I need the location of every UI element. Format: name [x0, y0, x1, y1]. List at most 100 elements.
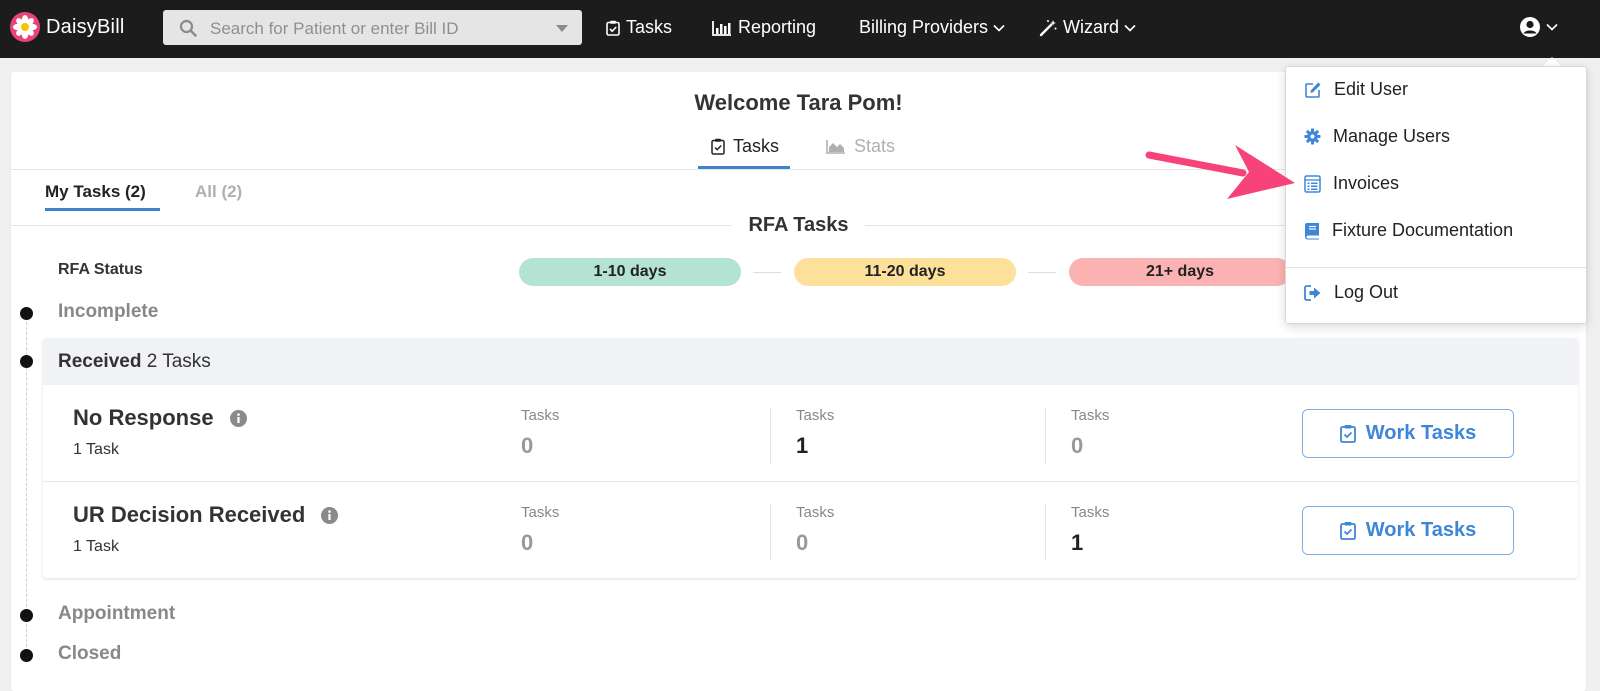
clipboard-check-icon	[1339, 425, 1356, 443]
bucket-label: Tasks	[796, 504, 835, 521]
work-tasks-label: Work Tasks	[1365, 519, 1477, 541]
user-dropdown-menu: Edit User Manage Users	[1285, 66, 1587, 324]
timeline-dot	[20, 355, 33, 368]
nav-wizard[interactable]: Wizard	[1039, 17, 1142, 38]
task-row: UR Decision Received 1 Task Tasks 0 Task…	[43, 482, 1578, 578]
page-title: Welcome Tara Pom!	[694, 90, 903, 115]
chevron-down-icon	[1546, 23, 1558, 31]
task-row-count: 1 Task	[73, 538, 119, 555]
search-caret-icon[interactable]	[556, 25, 568, 32]
bucket-label: Tasks	[521, 504, 560, 521]
bucket-label: Tasks	[796, 407, 835, 424]
top-navbar: DaisyBill Search for Patient or enter Bi…	[0, 0, 1600, 58]
bucket-value: 1	[1071, 530, 1084, 555]
timeline-line	[26, 312, 27, 647]
task-row-name: UR Decision Received	[73, 502, 339, 528]
tab-stats[interactable]: Stats	[826, 136, 895, 157]
bucket-value: 0	[796, 530, 809, 555]
menu-item-label: Log Out	[1334, 282, 1399, 302]
tab-tasks-label: Tasks	[733, 136, 780, 156]
search-icon	[179, 19, 197, 37]
menu-item-fixture-documentation[interactable]: Fixture Documentation	[1304, 220, 1513, 241]
nav-tasks-label: Tasks	[626, 17, 673, 37]
age-bucket-pill: 1-10 days	[519, 258, 741, 286]
column-divider	[1045, 504, 1046, 560]
age-bucket-pill: 11-20 days	[794, 258, 1016, 286]
menu-item-log-out[interactable]: Log Out	[1304, 282, 1398, 303]
user-avatar-icon	[1520, 17, 1540, 37]
timeline-dot	[20, 609, 33, 622]
section-title: RFA Tasks	[11, 214, 1586, 237]
bucket-label: Tasks	[521, 407, 560, 424]
menu-item-label: Manage Users	[1333, 126, 1451, 146]
user-menu-toggle[interactable]	[1519, 16, 1558, 38]
clipboard-check-icon	[1339, 522, 1356, 540]
gear-icon	[1304, 128, 1321, 145]
nav-billing-providers[interactable]: Billing Providers	[859, 17, 1011, 38]
daisy-logo-icon	[10, 12, 40, 42]
magic-wand-icon	[1039, 19, 1057, 36]
task-row-title: UR Decision Received	[73, 502, 306, 527]
area-chart-icon	[826, 140, 845, 154]
menu-divider	[1286, 267, 1586, 268]
bucket-label: Tasks	[1071, 504, 1110, 521]
menu-item-invoices[interactable]: Invoices	[1304, 173, 1399, 194]
edit-icon	[1305, 82, 1321, 98]
nav-tasks[interactable]: Tasks	[606, 17, 672, 38]
subtab-all-tasks[interactable]: All (2)	[195, 182, 243, 201]
bucket-value: 0	[1071, 433, 1084, 458]
patient-search-input[interactable]: Search for Patient or enter Bill ID	[163, 10, 582, 45]
divider	[43, 481, 1578, 482]
chevron-down-icon	[993, 24, 1005, 32]
clipboard-check-icon	[711, 138, 725, 155]
bucket-value: 1	[796, 433, 809, 458]
column-divider	[770, 407, 771, 463]
bucket-value: 0	[521, 530, 534, 555]
task-row-title: No Response	[73, 405, 214, 430]
active-subtab-indicator	[45, 208, 160, 211]
info-icon[interactable]	[321, 506, 339, 524]
tab-stats-label: Stats	[854, 136, 896, 156]
rfa-status-label: RFA Status	[58, 261, 143, 278]
pill-separator	[1028, 272, 1056, 273]
divider	[11, 169, 1586, 170]
info-icon[interactable]	[229, 409, 247, 427]
clipboard-check-icon	[606, 20, 620, 36]
menu-item-manage-users[interactable]: Manage Users	[1304, 126, 1450, 147]
stage-incomplete[interactable]: Incomplete	[58, 301, 159, 322]
stage-received-header[interactable]: Received 2 Tasks	[43, 338, 1578, 385]
nav-wizard-label: Wizard	[1063, 17, 1120, 37]
annotation-arrow-icon	[1145, 145, 1295, 199]
task-row-count: 1 Task	[73, 441, 119, 458]
stage-received-panel: Received 2 Tasks No Response 1 Task Task…	[43, 338, 1578, 578]
subtab-my-tasks[interactable]: My Tasks (2)	[45, 182, 146, 201]
dropdown-pointer	[1542, 57, 1562, 67]
task-row: No Response 1 Task Tasks 0 Tasks 1 Tasks…	[43, 385, 1578, 482]
task-row-name: No Response	[73, 405, 247, 431]
bar-chart-icon	[712, 20, 731, 36]
search-placeholder: Search for Patient or enter Bill ID	[210, 19, 459, 38]
menu-item-edit-user[interactable]: Edit User	[1304, 79, 1408, 100]
bucket-value: 0	[521, 433, 534, 458]
brand[interactable]: DaisyBill	[10, 12, 124, 42]
logout-icon	[1304, 284, 1321, 301]
column-divider	[1045, 407, 1046, 463]
stage-closed[interactable]: Closed	[58, 643, 122, 664]
invoice-icon	[1304, 174, 1321, 193]
book-icon	[1305, 222, 1319, 239]
active-tab-indicator	[698, 166, 790, 169]
section-title-text: RFA Tasks	[732, 214, 865, 236]
tab-tasks[interactable]: Tasks	[711, 136, 779, 157]
timeline-dot	[20, 649, 33, 662]
nav-billing-providers-label: Billing Providers	[859, 17, 989, 37]
stage-appointment[interactable]: Appointment	[58, 603, 176, 624]
nav-reporting[interactable]: Reporting	[712, 17, 816, 38]
menu-item-label: Fixture Documentation	[1332, 220, 1514, 240]
pill-separator	[753, 272, 781, 273]
menu-item-label: Edit User	[1334, 79, 1409, 99]
chevron-down-icon	[1124, 24, 1136, 32]
work-tasks-button[interactable]: Work Tasks	[1302, 409, 1514, 458]
column-divider	[770, 504, 771, 560]
work-tasks-button[interactable]: Work Tasks	[1302, 506, 1514, 555]
stage-received-count: 2 Tasks	[146, 351, 211, 372]
